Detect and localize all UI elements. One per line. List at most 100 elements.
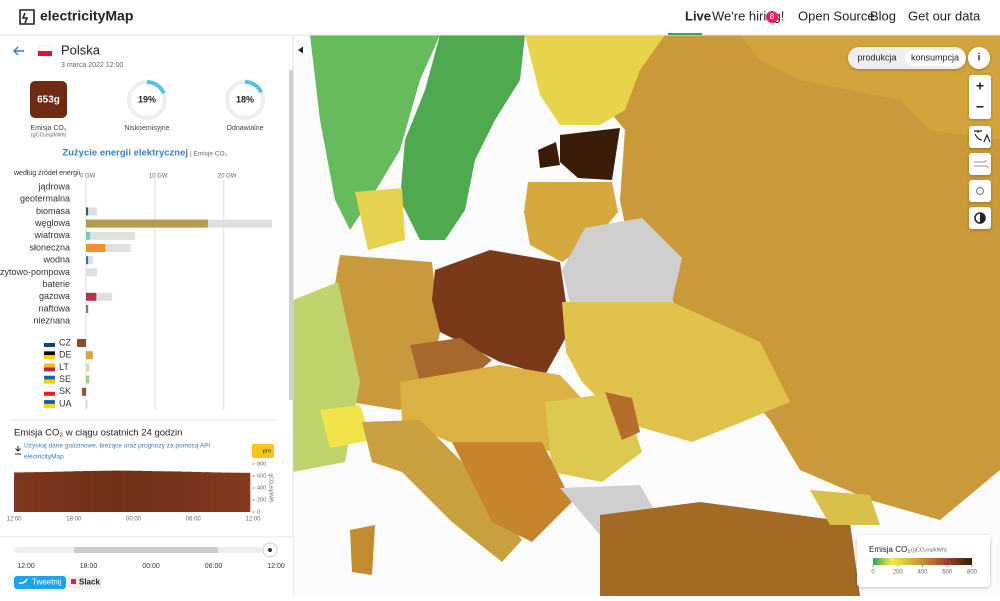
source-label: słoneczna	[29, 242, 70, 252]
zoom-control	[969, 75, 991, 119]
carbon-box	[30, 81, 67, 118]
group-label: według źródeł energii	[13, 170, 81, 177]
country[interactable]	[355, 188, 405, 250]
flag	[43, 363, 56, 368]
flag	[43, 375, 56, 380]
x-tick-label: 12:00	[6, 517, 22, 523]
slack-button[interactable]	[68, 576, 102, 589]
badge	[766, 11, 778, 23]
capacity-bar	[86, 207, 98, 216]
history-bar	[53, 471, 64, 512]
country[interactable]	[320, 405, 372, 448]
nav-link[interactable]: Get our data	[908, 8, 981, 23]
country[interactable]	[538, 142, 560, 168]
api-link[interactable]: Uzyskaj dane godzinowe, bieżące oraz pro…	[24, 443, 211, 450]
mode-option[interactable]: produkcja	[857, 52, 896, 62]
logo-icon[interactable]	[19, 9, 35, 25]
y-axis-label: gCO₂eq/kWh	[268, 473, 274, 502]
legend-scale	[873, 558, 972, 565]
history-bar	[63, 471, 74, 512]
solar-button[interactable]	[969, 180, 991, 202]
history-bar	[73, 471, 84, 512]
country[interactable]	[810, 490, 880, 525]
tweet-icon	[18, 578, 28, 584]
flag	[44, 367, 55, 372]
history-bar	[122, 470, 133, 512]
country[interactable]	[452, 442, 572, 542]
flag	[37, 45, 53, 52]
history-bar	[23, 472, 34, 512]
country[interactable]	[400, 35, 525, 240]
scrollbar[interactable]	[289, 70, 293, 400]
download-icon[interactable]	[15, 446, 21, 455]
country[interactable]	[525, 35, 665, 125]
nav-link[interactable]: Blog	[870, 8, 896, 23]
history-bar	[102, 470, 113, 512]
kpi-ring	[127, 80, 167, 120]
exchange-label: SE	[59, 374, 71, 384]
country[interactable]	[310, 35, 440, 230]
history-title: Emisja CO₂ w ciągu ostatnich 24 godzin	[14, 428, 182, 439]
tweet-label[interactable]: Tweetnij	[32, 578, 62, 587]
source-label: węglowa	[34, 218, 70, 228]
nav-link[interactable]: Open Source	[798, 8, 875, 23]
nav-link[interactable]: Live	[685, 8, 711, 23]
nav-link[interactable]: We're hiring!	[712, 8, 784, 23]
x-tick-label: 12:00	[245, 517, 261, 523]
mode-option[interactable]: konsumpcja	[911, 52, 959, 62]
solar-icon	[975, 186, 985, 196]
source-label: biomasa	[36, 206, 70, 216]
logo[interactable]: electricityMap	[40, 8, 133, 24]
zone-name: Polska	[61, 42, 101, 57]
api-link[interactable]: electricityMap	[24, 454, 64, 461]
production-bar	[86, 256, 89, 265]
country[interactable]	[560, 128, 620, 180]
history-bar	[132, 470, 143, 512]
legend-tick-label: 800	[967, 570, 978, 576]
source-label: baterie	[42, 279, 70, 289]
wind-button[interactable]	[969, 153, 991, 175]
exchange-bar	[77, 339, 86, 347]
history-bar	[171, 471, 182, 512]
country[interactable]	[562, 218, 682, 320]
slack-icon	[71, 579, 76, 584]
country[interactable]	[600, 35, 1000, 520]
breakdown-title[interactable]: Zużycie energii elektrycznej	[62, 148, 188, 159]
exchange-label: SK	[59, 386, 71, 396]
kpi-unit: (gCO₂eq/kWh)	[31, 132, 67, 138]
country[interactable]	[362, 420, 522, 562]
x-tick-label: 00:00	[126, 517, 142, 523]
country[interactable]	[600, 502, 860, 596]
kpi-value: 18%	[236, 94, 254, 104]
zoom-out[interactable]: −	[976, 99, 984, 115]
badge-count: 8	[770, 12, 775, 21]
legend-tick-label: 200	[893, 570, 904, 576]
mode-active	[905, 50, 965, 66]
source-label: geotermalna	[20, 194, 70, 204]
timeline-label: 12:00	[267, 563, 285, 570]
map[interactable]	[293, 35, 1000, 596]
back-button[interactable]	[12, 46, 24, 56]
collapse-toggle[interactable]	[298, 46, 303, 54]
time-slider-range	[74, 547, 218, 553]
source-label: naftowa	[38, 303, 70, 313]
history-bar	[161, 471, 172, 512]
capacity-bar	[86, 256, 93, 265]
kpi-title: Odnawialne	[227, 125, 264, 132]
history-bar	[92, 470, 103, 512]
country[interactable]	[524, 182, 618, 262]
country[interactable]	[605, 392, 640, 440]
exchange-bar	[81, 387, 86, 396]
country[interactable]	[350, 525, 375, 575]
pro-label: pro	[263, 448, 271, 454]
history-bar	[112, 470, 123, 512]
info-button[interactable]	[968, 47, 990, 69]
x-tick-label: 10 GW	[149, 174, 168, 180]
breakdown-subtitle[interactable]: | Emisje CO₂	[190, 151, 228, 158]
exchange-label: LT	[59, 362, 69, 372]
info-label[interactable]: i	[978, 53, 981, 64]
y-tick-label: 800	[257, 461, 266, 467]
zoom-in[interactable]: +	[976, 78, 984, 94]
history-bar	[181, 471, 192, 512]
slack-label[interactable]: Slack	[79, 578, 100, 587]
